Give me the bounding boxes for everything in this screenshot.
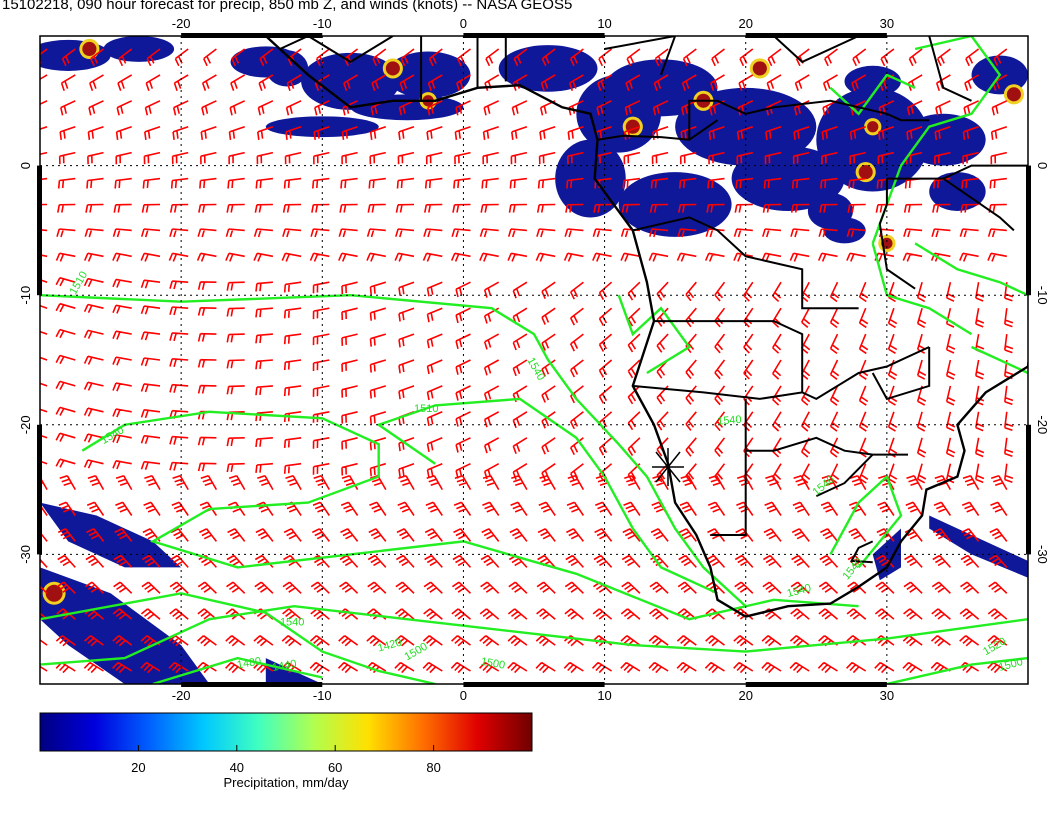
contour-label: 1540: [717, 414, 742, 428]
precip-core-center: [82, 41, 97, 57]
lon-tick-bottom: -20: [172, 688, 191, 703]
colorbar-tick-label: 40: [230, 760, 244, 775]
country-border: [604, 36, 677, 76]
contour-line: [871, 243, 973, 336]
map-border-scale: [37, 33, 1031, 687]
axis-tick-labels: -20 -20 -10 -10 0 0 10 10 20 20 30 30 0 0 -10 -10 -20 -20…: [18, 16, 1050, 703]
colorbar-title: Precipitation, mm/day: [223, 775, 349, 790]
precip-core-center: [752, 61, 767, 76]
lon-tick-bottom: -10: [313, 688, 332, 703]
frame-bar-top: [463, 33, 605, 38]
frame-bar-right: [1026, 424, 1031, 555]
lon-tick-top: 30: [880, 16, 894, 31]
precip-core-center: [45, 584, 63, 602]
country-border: [279, 36, 394, 64]
contour-line: [152, 656, 323, 684]
contour-line: [829, 73, 916, 116]
frame-bar-bottom: [181, 682, 323, 687]
lon-tick-top: -10: [313, 16, 332, 31]
lon-tick-top: 20: [738, 16, 752, 31]
precip-region: [618, 172, 732, 237]
precipitation-colorbar: 20 40 60 80: [39, 712, 533, 775]
precip-region: [929, 172, 986, 211]
lon-tick-top: 10: [597, 16, 611, 31]
frame-bar-right: [1026, 165, 1031, 296]
lat-tick-right: -30: [1035, 545, 1050, 564]
lat-tick-right: -10: [1035, 286, 1050, 305]
map-title: 15102218, 090 hour forecast for precip, …: [2, 0, 573, 13]
country-border: [849, 540, 874, 564]
colorbar-tick-label: 80: [426, 760, 440, 775]
country-border: [878, 178, 916, 290]
contour-line: [40, 592, 436, 684]
frame-bar-bottom: [463, 682, 605, 687]
contour-line: [829, 474, 903, 569]
precip-band: [40, 502, 182, 568]
frame-bar-left: [37, 165, 42, 296]
country-border: [654, 320, 804, 393]
storm-marker-icon: [652, 448, 684, 486]
precip-core-center: [1006, 87, 1021, 102]
lat-tick-left: 0: [18, 162, 33, 169]
contour-label: 1510: [414, 403, 438, 415]
country-border: [632, 346, 930, 401]
precip-region: [844, 65, 901, 97]
frame-bar-top: [181, 33, 323, 38]
lon-tick-bottom: 30: [880, 688, 894, 703]
contour-line: [376, 397, 719, 595]
lat-tick-left: -10: [18, 286, 33, 305]
precip-region: [900, 113, 986, 166]
precip-band: [40, 567, 210, 684]
precip-region: [731, 146, 845, 211]
lon-tick-bottom: 10: [597, 688, 611, 703]
colorbar-tick-label: 60: [328, 760, 342, 775]
lat-tick-left: -30: [18, 545, 33, 564]
precip-region: [301, 52, 400, 110]
contour-line: [914, 242, 1028, 297]
contour-label: 1440: [271, 658, 297, 674]
country-border: [688, 99, 930, 140]
precip-core-center: [385, 61, 400, 76]
frame-bar-top: [745, 33, 887, 38]
contour-line: [617, 294, 692, 375]
frame-bar-bottom: [745, 682, 887, 687]
frame-bar-left: [37, 424, 42, 555]
country-border: [886, 164, 1028, 180]
country-border: [597, 119, 719, 141]
precip-core-center: [867, 121, 879, 133]
country-border: [632, 216, 859, 310]
country-border: [815, 453, 874, 498]
contour-line: [886, 656, 1028, 684]
contour-label: 1500: [480, 656, 506, 672]
contour-line: [871, 36, 1002, 244]
lon-tick-top: -20: [172, 16, 191, 31]
lat-lon-gridlines: [40, 36, 1028, 684]
precip-core-center: [858, 165, 873, 180]
country-border: [871, 347, 931, 401]
contour-line: [81, 410, 859, 621]
lat-tick-right: 0: [1035, 162, 1050, 169]
contour-line: [970, 345, 1028, 375]
colorbar-gradient: [39, 712, 533, 752]
country-border: [928, 36, 972, 102]
contour-label: 1480: [236, 655, 262, 671]
country-border: [773, 36, 860, 64]
lon-tick-bottom: 20: [738, 688, 752, 703]
country-border: [745, 436, 908, 456]
lon-tick-top: 0: [460, 16, 467, 31]
precip-band: [929, 515, 1028, 578]
colorbar-tick-label: 20: [131, 760, 145, 775]
lon-tick-bottom: 0: [460, 688, 467, 703]
lat-tick-right: -20: [1035, 415, 1050, 434]
contour-label: 1540: [280, 617, 304, 629]
precip-region: [103, 36, 175, 62]
precip-region: [823, 217, 866, 244]
country-border: [942, 177, 1015, 232]
lat-tick-left: -20: [18, 415, 33, 434]
contour-line: [40, 293, 747, 608]
